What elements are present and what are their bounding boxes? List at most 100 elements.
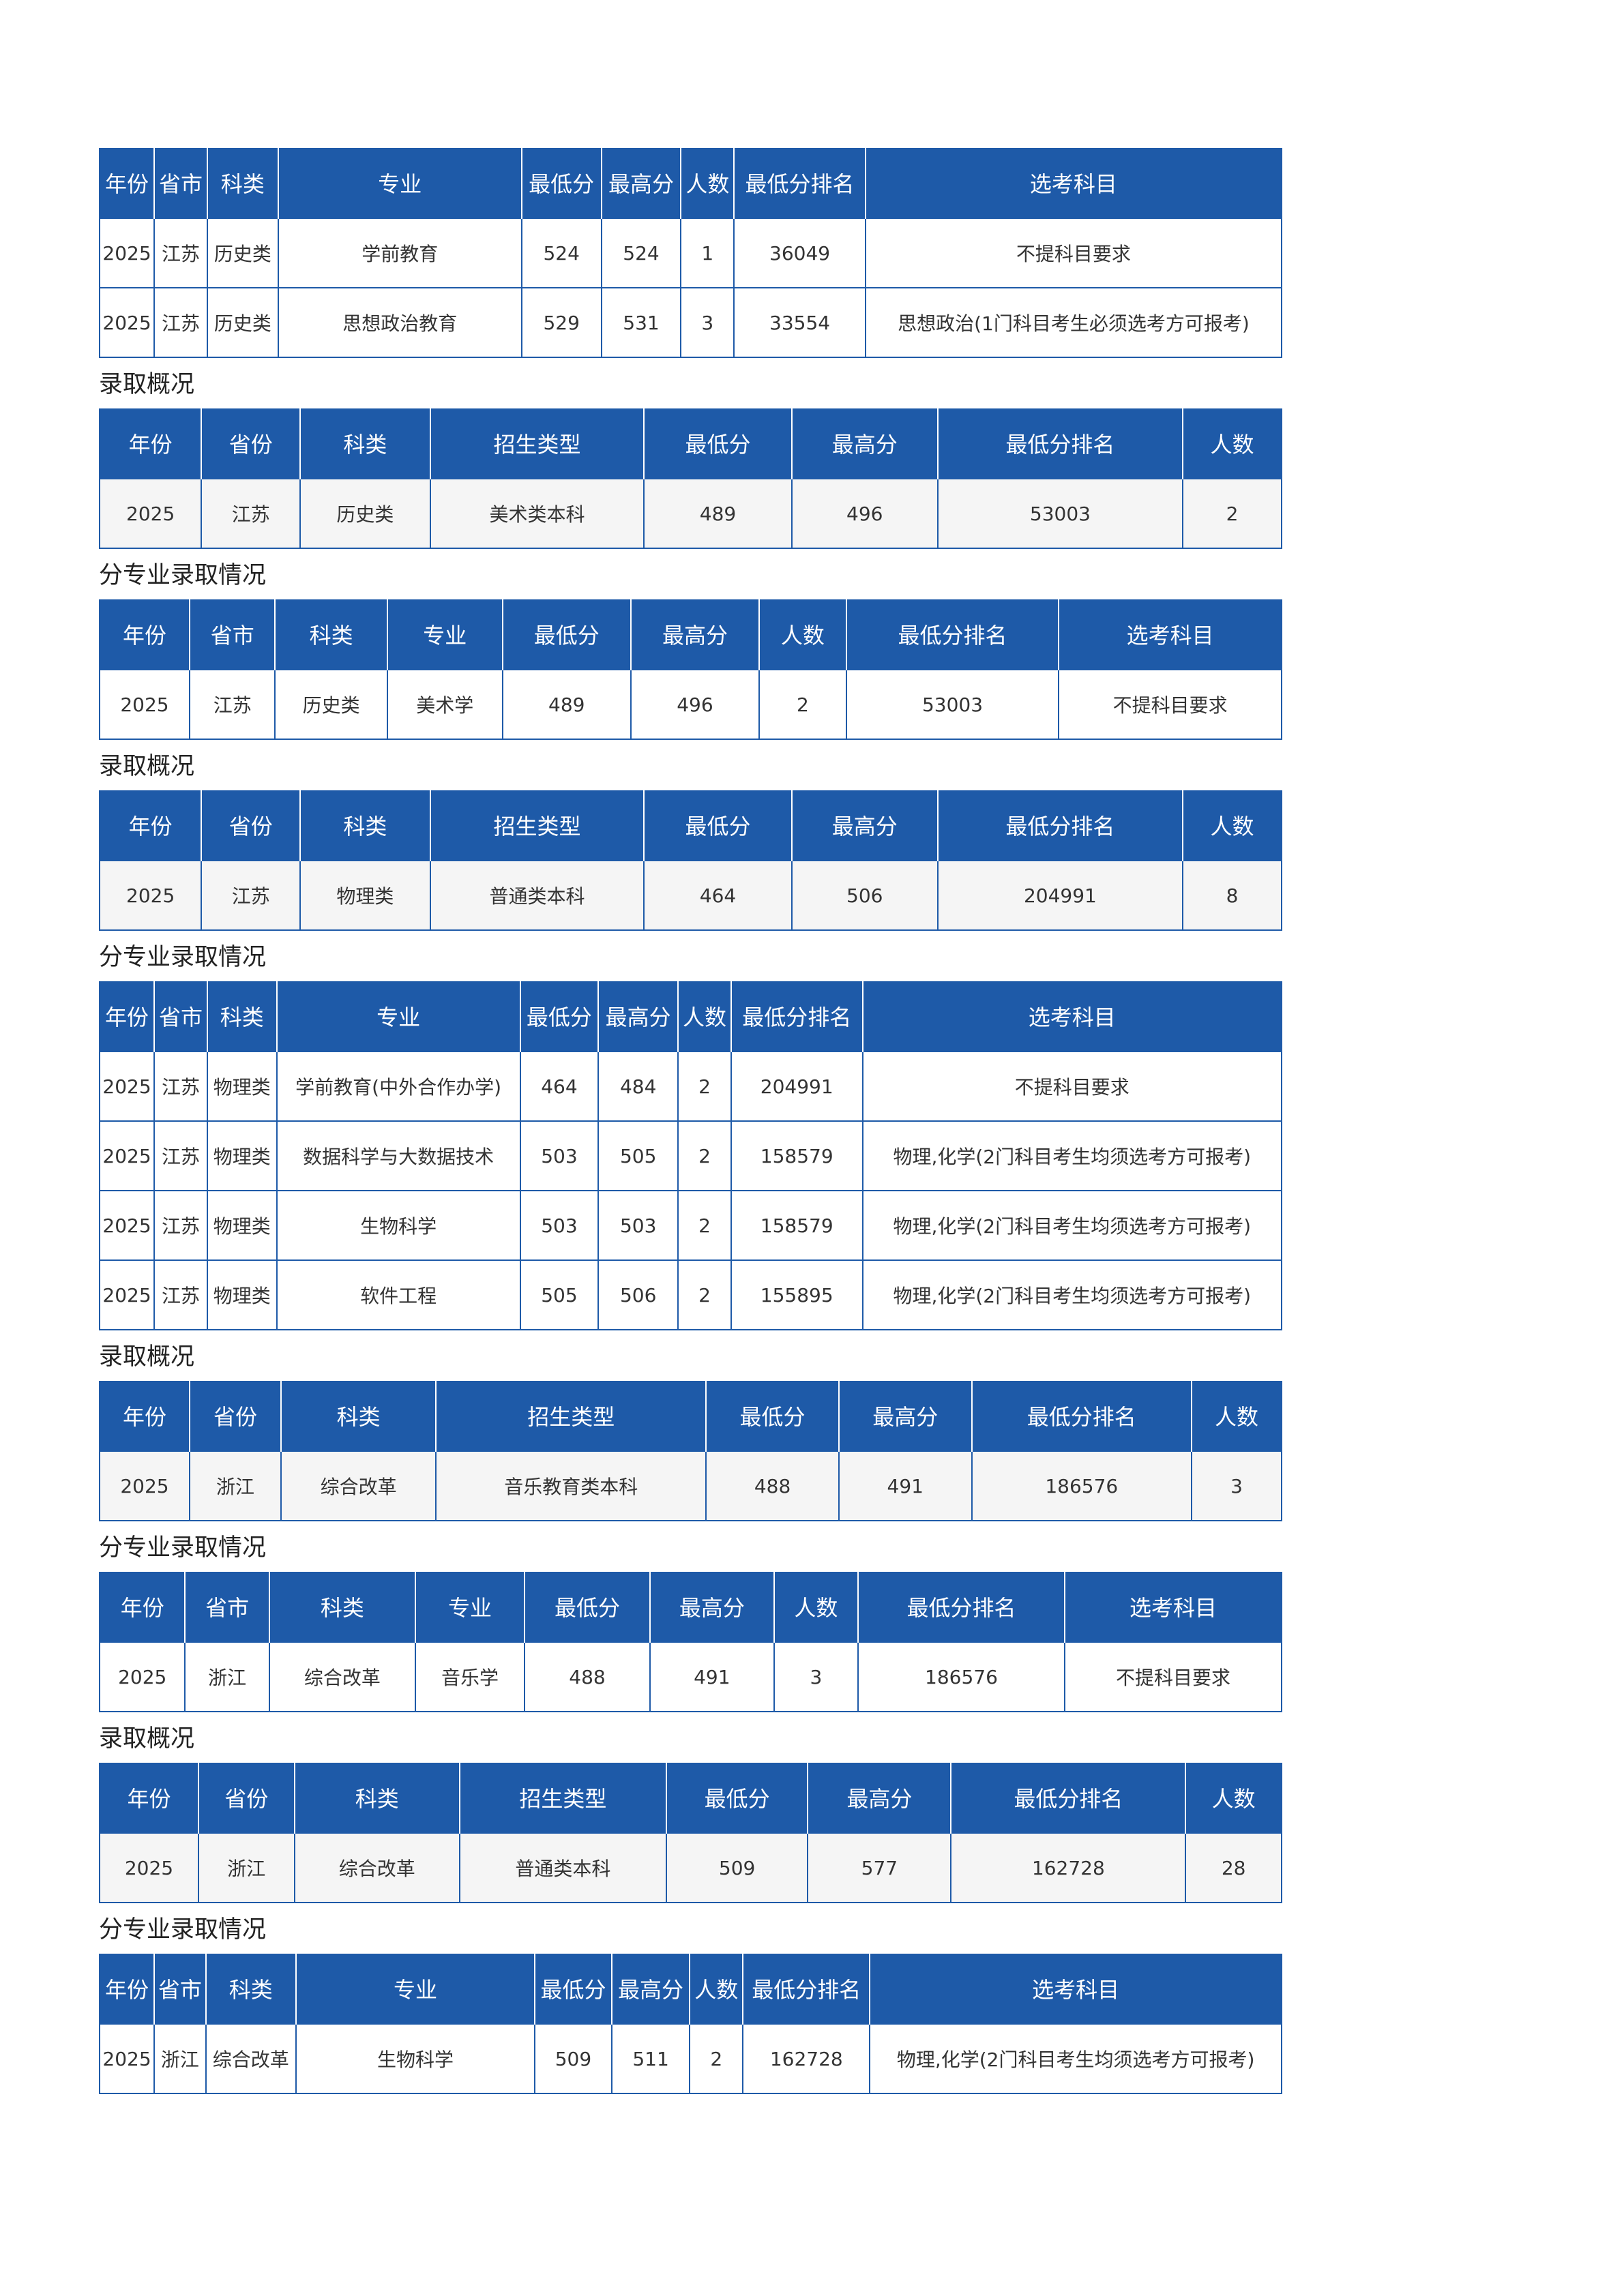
table-cell: 503 (519, 1120, 600, 1191)
column-header: 科类 (206, 148, 279, 218)
table-cell: 学前教育(中外合作办学) (276, 1051, 521, 1122)
table-cell: 2 (758, 669, 847, 740)
table-cell: 155895 (730, 1259, 863, 1330)
table-cell: 503 (597, 1190, 679, 1261)
column-header: 最低分 (501, 599, 632, 670)
section-title-admission-overview: 录取概况 (99, 753, 195, 780)
column-header: 最低分排名 (971, 1381, 1192, 1451)
table-cell: 生物科学 (276, 1190, 521, 1261)
table-cell: 2 (689, 2023, 744, 2094)
table-cell: 生物科学 (295, 2023, 536, 2094)
column-header: 最高分 (838, 1381, 973, 1451)
table-cell: 2025 (98, 1120, 156, 1191)
table-header-row: 年份 省市 科类 专业 最低分 最高分 人数 最低分排名 选考科目 (99, 599, 1282, 670)
table-cell: 浙江 (153, 2023, 207, 2094)
column-header: 年份 (99, 1763, 199, 1833)
table-cell: 577 (807, 1832, 952, 1903)
table-cell: 511 (610, 2023, 691, 2094)
table-cell: 物理,化学(2门科目考生均须选考方可报考) (861, 1190, 1282, 1261)
table-row: 2025 江苏 物理类 学前教育(中外合作办学) 464 484 2 204991 不提科目要求 (98, 1051, 1282, 1122)
table-cell: 软件工程 (276, 1259, 521, 1330)
table-cell: 162728 (950, 1832, 1187, 1903)
column-header: 招生类型 (458, 1763, 667, 1833)
table-cell: 物理,化学(2门科目考生均须选考方可报考) (869, 2023, 1282, 2094)
column-header: 最低分排名 (733, 148, 866, 218)
table-cell: 浙江 (184, 1641, 270, 1712)
table-cell: 普通类本科 (429, 860, 645, 931)
table-cell: 普通类本科 (458, 1832, 667, 1903)
column-header: 省份 (197, 1763, 295, 1833)
table-cell: 江苏 (188, 669, 276, 740)
table-cell: 学前教育 (277, 218, 522, 288)
table-cell: 509 (665, 1832, 809, 1903)
admission-summary-table: 年份 省份 科类 招生类型 最低分 最高分 最低分排名 人数 2025 浙江 综合改革 音乐教育类本科… (99, 1381, 1283, 1521)
column-header: 科类 (274, 599, 388, 670)
table-row: 2025 江苏 历史类 美术类本科 489 496 53003 2 (98, 478, 1282, 549)
major-admission-table: 年份 省市 科类 专业 最低分 最高分 人数 最低分排名 选考科目 2025 浙江 综合改革 生物科学 5… (98, 1954, 1282, 2094)
table-cell: 2 (677, 1120, 732, 1191)
table-cell: 2 (677, 1190, 732, 1261)
table-cell: 浙江 (197, 1832, 295, 1903)
table-cell: 36049 (733, 218, 866, 288)
table-cell: 数据科学与大数据技术 (276, 1120, 521, 1191)
table-cell: 1 (680, 218, 735, 288)
column-header: 专业 (295, 1954, 536, 2024)
table-cell: 3 (773, 1641, 859, 1712)
table-cell: 204991 (936, 860, 1184, 931)
table-cell: 历史类 (274, 669, 388, 740)
table-cell: 186576 (857, 1641, 1065, 1712)
table-cell: 不提科目要求 (1058, 669, 1282, 740)
table-cell: 2025 (98, 218, 156, 288)
table-header-row: 年份 省份 科类 招生类型 最低分 最高分 最低分排名 人数 (99, 1381, 1283, 1451)
column-header: 专业 (414, 1572, 526, 1642)
column-header: 选考科目 (869, 1954, 1282, 2024)
table-cell: 2025 (98, 1190, 156, 1261)
table-header-row: 年份 省份 科类 招生类型 最低分 最高分 最低分排名 人数 (98, 408, 1282, 479)
table-cell: 529 (520, 287, 602, 358)
column-header: 最低分 (665, 1763, 809, 1833)
table-cell: 464 (643, 860, 793, 931)
column-header: 最低分排名 (730, 981, 863, 1052)
column-header: 招生类型 (429, 790, 645, 861)
table-header-row: 年份 省市 科类 专业 最低分 最高分 人数 最低分排名 选考科目 (98, 148, 1283, 218)
table-cell: 53003 (845, 669, 1060, 740)
column-header: 年份 (98, 408, 203, 479)
table-cell: 186576 (971, 1450, 1192, 1521)
column-header: 省市 (184, 1572, 270, 1642)
column-header: 科类 (205, 1954, 297, 2024)
column-header: 科类 (268, 1572, 416, 1642)
table-header-row: 年份 省份 科类 招生类型 最低分 最高分 最低分排名 人数 (99, 1763, 1282, 1833)
table-cell: 2 (1182, 478, 1282, 549)
table-cell: 江苏 (153, 1190, 208, 1261)
table-cell: 491 (649, 1641, 775, 1712)
table-cell: 3 (680, 287, 735, 358)
table-cell: 江苏 (201, 478, 301, 549)
column-header: 最高分 (597, 981, 679, 1052)
table-cell: 思想政治(1门科目考生必须选考方可报考) (864, 287, 1283, 358)
table-cell: 204991 (730, 1051, 863, 1122)
table-cell: 物理,化学(2门科目考生均须选考方可报考) (861, 1120, 1282, 1191)
admission-summary-table: 年份 省份 科类 招生类型 最低分 最高分 最低分排名 人数 2025 浙江 综合改革 普通类本科 50… (99, 1763, 1282, 1903)
table-cell: 江苏 (153, 1259, 208, 1330)
table-cell: 496 (791, 478, 939, 549)
section-title-admission-overview: 录取概况 (99, 1343, 195, 1371)
table-cell: 524 (600, 218, 682, 288)
table-row: 2025 浙江 综合改革 音乐学 488 491 3 186576 不提科目要求 (98, 1641, 1283, 1712)
table-cell: 物理,化学(2门科目考生均须选考方可报考) (861, 1259, 1282, 1330)
table-cell: 江苏 (153, 1120, 208, 1191)
section-title-major-admission: 分专业录取情况 (99, 1534, 267, 1562)
column-header: 省份 (201, 408, 301, 479)
table-cell: 物理类 (206, 1259, 278, 1330)
table-cell: 音乐学 (414, 1641, 526, 1712)
column-header: 年份 (98, 790, 203, 861)
table-cell: 物理类 (206, 1051, 278, 1122)
table-cell: 28 (1185, 1832, 1282, 1903)
table-cell: 491 (838, 1450, 973, 1521)
column-header: 人数 (1190, 1381, 1283, 1451)
column-header: 人数 (1182, 790, 1282, 861)
column-header: 专业 (386, 599, 503, 670)
table-cell: 综合改革 (268, 1641, 416, 1712)
column-header: 招生类型 (435, 1381, 707, 1451)
table-cell: 33554 (733, 287, 866, 358)
major-admission-table: 年份 省市 科类 专业 最低分 最高分 人数 最低分排名 选考科目 2025 江苏 物理类 学前教育(中… (98, 981, 1282, 1330)
